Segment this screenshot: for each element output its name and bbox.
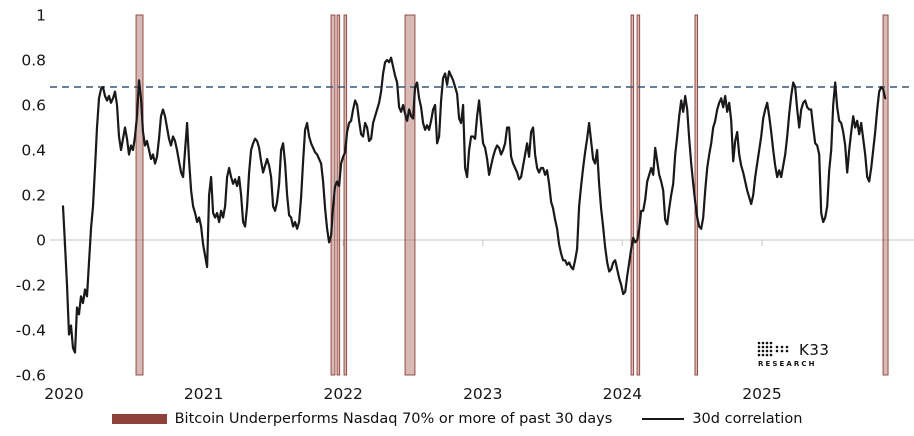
svg-text:2023: 2023 (463, 385, 502, 403)
k33-logo-text: K33 (799, 341, 830, 359)
k33-logo-subtext: RESEARCH (758, 360, 817, 368)
svg-text:2020: 2020 (44, 385, 83, 403)
svg-text:2021: 2021 (184, 385, 223, 403)
svg-text:0.4: 0.4 (21, 142, 46, 160)
svg-text:2022: 2022 (323, 385, 362, 403)
legend: Bitcoin Underperforms Nasdaq 70% or more… (0, 411, 914, 427)
svg-text:-0.2: -0.2 (16, 277, 46, 295)
k33-logo: K33 RESEARCH (757, 341, 829, 368)
svg-text:0: 0 (36, 232, 46, 250)
k33-logo-mark-icon (757, 341, 789, 357)
svg-text:-0.6: -0.6 (16, 367, 46, 385)
legend-line-label: 30d correlation (692, 411, 803, 427)
svg-text:1: 1 (36, 7, 46, 25)
svg-text:-0.4: -0.4 (16, 322, 46, 340)
svg-text:0.6: 0.6 (21, 97, 46, 115)
svg-text:0.8: 0.8 (21, 52, 46, 70)
legend-item-line: 30d correlation (642, 411, 802, 427)
svg-text:2025: 2025 (742, 385, 781, 403)
svg-text:0.2: 0.2 (21, 187, 46, 205)
band-swatch (111, 414, 167, 424)
svg-text:2024: 2024 (603, 385, 642, 403)
legend-item-band: Bitcoin Underperforms Nasdaq 70% or more… (111, 411, 613, 427)
legend-band-label: Bitcoin Underperforms Nasdaq 70% or more… (174, 411, 613, 427)
line-swatch (642, 417, 685, 421)
